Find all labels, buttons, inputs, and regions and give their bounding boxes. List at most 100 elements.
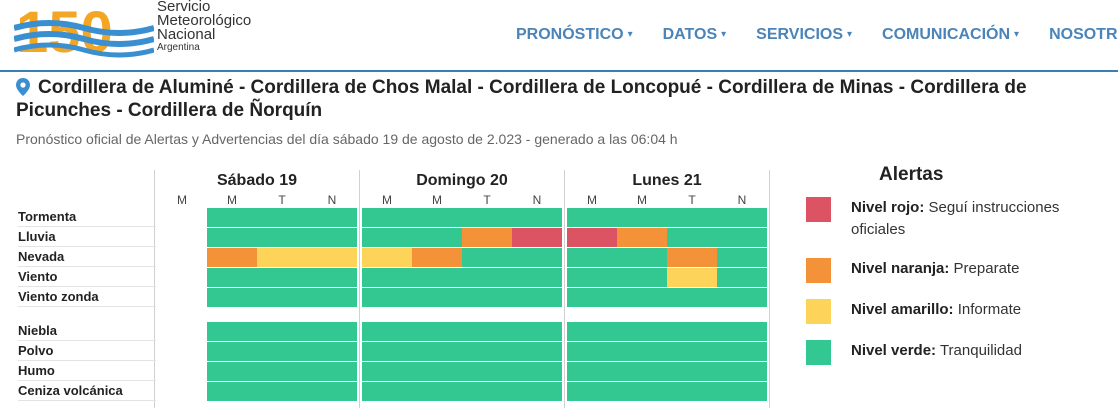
alert-cell-rojo[interactable] bbox=[512, 228, 562, 247]
alert-cell-amarillo[interactable] bbox=[257, 248, 307, 267]
alert-cell-verde[interactable] bbox=[512, 248, 562, 267]
alert-cell-amarillo[interactable] bbox=[362, 248, 412, 267]
alert-cell-verde[interactable] bbox=[207, 208, 257, 227]
alert-cell-verde[interactable] bbox=[512, 362, 562, 381]
alert-cell-verde[interactable] bbox=[717, 382, 767, 401]
alert-cell-verde[interactable] bbox=[462, 248, 512, 267]
alert-cell-verde[interactable] bbox=[307, 288, 357, 307]
alert-cell-verde[interactable] bbox=[717, 342, 767, 361]
alert-cell-verde[interactable] bbox=[617, 288, 667, 307]
alert-cell-verde[interactable] bbox=[717, 208, 767, 227]
alert-cell-verde[interactable] bbox=[412, 362, 462, 381]
logo-wordmark[interactable]: Servicio Meteorológico Nacional Argentin… bbox=[157, 0, 251, 54]
alert-cell-verde[interactable] bbox=[617, 248, 667, 267]
alert-cell-verde[interactable] bbox=[667, 382, 717, 401]
alert-cell-verde[interactable] bbox=[207, 268, 257, 287]
alert-cell-verde[interactable] bbox=[617, 208, 667, 227]
alert-cell-verde[interactable] bbox=[717, 362, 767, 381]
alert-cell-verde[interactable] bbox=[412, 268, 462, 287]
alert-cell-verde[interactable] bbox=[412, 208, 462, 227]
alert-cell-verde[interactable] bbox=[257, 322, 307, 341]
alert-cell-verde[interactable] bbox=[412, 342, 462, 361]
nav-nosotros[interactable]: NOSOTRO bbox=[1049, 26, 1118, 44]
alert-cell-verde[interactable] bbox=[207, 382, 257, 401]
alert-cell-verde[interactable] bbox=[567, 208, 617, 227]
alert-cell-verde[interactable] bbox=[567, 322, 617, 341]
alert-cell-verde[interactable] bbox=[207, 322, 257, 341]
alert-cell-verde[interactable] bbox=[462, 382, 512, 401]
nav-comunicacion[interactable]: COMUNICACIÓN ▾ bbox=[882, 26, 1019, 44]
alert-cell-verde[interactable] bbox=[717, 248, 767, 267]
alert-cell-verde[interactable] bbox=[462, 322, 512, 341]
alert-cell-verde[interactable] bbox=[462, 288, 512, 307]
alert-cell-verde[interactable] bbox=[462, 208, 512, 227]
alert-cell-verde[interactable] bbox=[307, 228, 357, 247]
alert-cell-verde[interactable] bbox=[617, 362, 667, 381]
alert-cell-verde[interactable] bbox=[567, 248, 617, 267]
alert-cell-verde[interactable] bbox=[362, 228, 412, 247]
alert-cell-verde[interactable] bbox=[362, 342, 412, 361]
alert-cell-verde[interactable] bbox=[207, 288, 257, 307]
alert-cell-verde[interactable] bbox=[667, 228, 717, 247]
alert-cell-verde[interactable] bbox=[412, 228, 462, 247]
alert-cell-amarillo[interactable] bbox=[667, 268, 717, 287]
alert-cell-verde[interactable] bbox=[462, 342, 512, 361]
alert-cell-verde[interactable] bbox=[362, 382, 412, 401]
alert-cell-verde[interactable] bbox=[717, 268, 767, 287]
alert-cell-verde[interactable] bbox=[257, 382, 307, 401]
alert-cell-verde[interactable] bbox=[462, 268, 512, 287]
alert-cell-verde[interactable] bbox=[207, 342, 257, 361]
alert-cell-verde[interactable] bbox=[667, 322, 717, 341]
alert-cell-verde[interactable] bbox=[257, 268, 307, 287]
alert-cell-verde[interactable] bbox=[207, 228, 257, 247]
alert-cell-verde[interactable] bbox=[567, 362, 617, 381]
alert-cell-verde[interactable] bbox=[307, 342, 357, 361]
nav-datos[interactable]: DATOS ▾ bbox=[663, 26, 727, 44]
alert-cell-amarillo[interactable] bbox=[307, 248, 357, 267]
alert-cell-naranja[interactable] bbox=[412, 248, 462, 267]
alert-cell-verde[interactable] bbox=[512, 288, 562, 307]
alert-cell-verde[interactable] bbox=[667, 208, 717, 227]
alert-cell-verde[interactable] bbox=[362, 208, 412, 227]
alert-cell-naranja[interactable] bbox=[207, 248, 257, 267]
alert-cell-verde[interactable] bbox=[667, 342, 717, 361]
alert-cell-naranja[interactable] bbox=[617, 228, 667, 247]
alert-cell-verde[interactable] bbox=[257, 342, 307, 361]
alert-cell-verde[interactable] bbox=[307, 322, 357, 341]
alert-cell-verde[interactable] bbox=[512, 322, 562, 341]
alert-cell-naranja[interactable] bbox=[667, 248, 717, 267]
alert-cell-verde[interactable] bbox=[412, 288, 462, 307]
alert-cell-verde[interactable] bbox=[667, 288, 717, 307]
alert-cell-verde[interactable] bbox=[567, 382, 617, 401]
alert-cell-verde[interactable] bbox=[362, 268, 412, 287]
alert-cell-verde[interactable] bbox=[567, 288, 617, 307]
alert-cell-verde[interactable] bbox=[257, 208, 307, 227]
alert-cell-verde[interactable] bbox=[567, 342, 617, 361]
alert-cell-verde[interactable] bbox=[617, 342, 667, 361]
alert-cell-verde[interactable] bbox=[307, 382, 357, 401]
alert-cell-verde[interactable] bbox=[717, 228, 767, 247]
alert-cell-verde[interactable] bbox=[512, 382, 562, 401]
alert-cell-rojo[interactable] bbox=[567, 228, 617, 247]
alert-cell-verde[interactable] bbox=[512, 208, 562, 227]
alert-cell-naranja[interactable] bbox=[462, 228, 512, 247]
alert-cell-verde[interactable] bbox=[667, 362, 717, 381]
alert-cell-verde[interactable] bbox=[257, 228, 307, 247]
nav-servicios[interactable]: SERVICIOS ▾ bbox=[756, 26, 852, 44]
alert-cell-verde[interactable] bbox=[412, 322, 462, 341]
alert-cell-verde[interactable] bbox=[567, 268, 617, 287]
alert-cell-verde[interactable] bbox=[617, 382, 667, 401]
alert-cell-verde[interactable] bbox=[412, 382, 462, 401]
alert-cell-verde[interactable] bbox=[307, 208, 357, 227]
alert-cell-verde[interactable] bbox=[257, 288, 307, 307]
alert-cell-verde[interactable] bbox=[362, 322, 412, 341]
alert-cell-verde[interactable] bbox=[617, 268, 667, 287]
alert-cell-verde[interactable] bbox=[362, 288, 412, 307]
alert-cell-verde[interactable] bbox=[362, 362, 412, 381]
alert-cell-verde[interactable] bbox=[207, 362, 257, 381]
alert-cell-verde[interactable] bbox=[462, 362, 512, 381]
alert-cell-verde[interactable] bbox=[512, 342, 562, 361]
alert-cell-verde[interactable] bbox=[307, 362, 357, 381]
alert-cell-verde[interactable] bbox=[307, 268, 357, 287]
alert-cell-verde[interactable] bbox=[512, 268, 562, 287]
